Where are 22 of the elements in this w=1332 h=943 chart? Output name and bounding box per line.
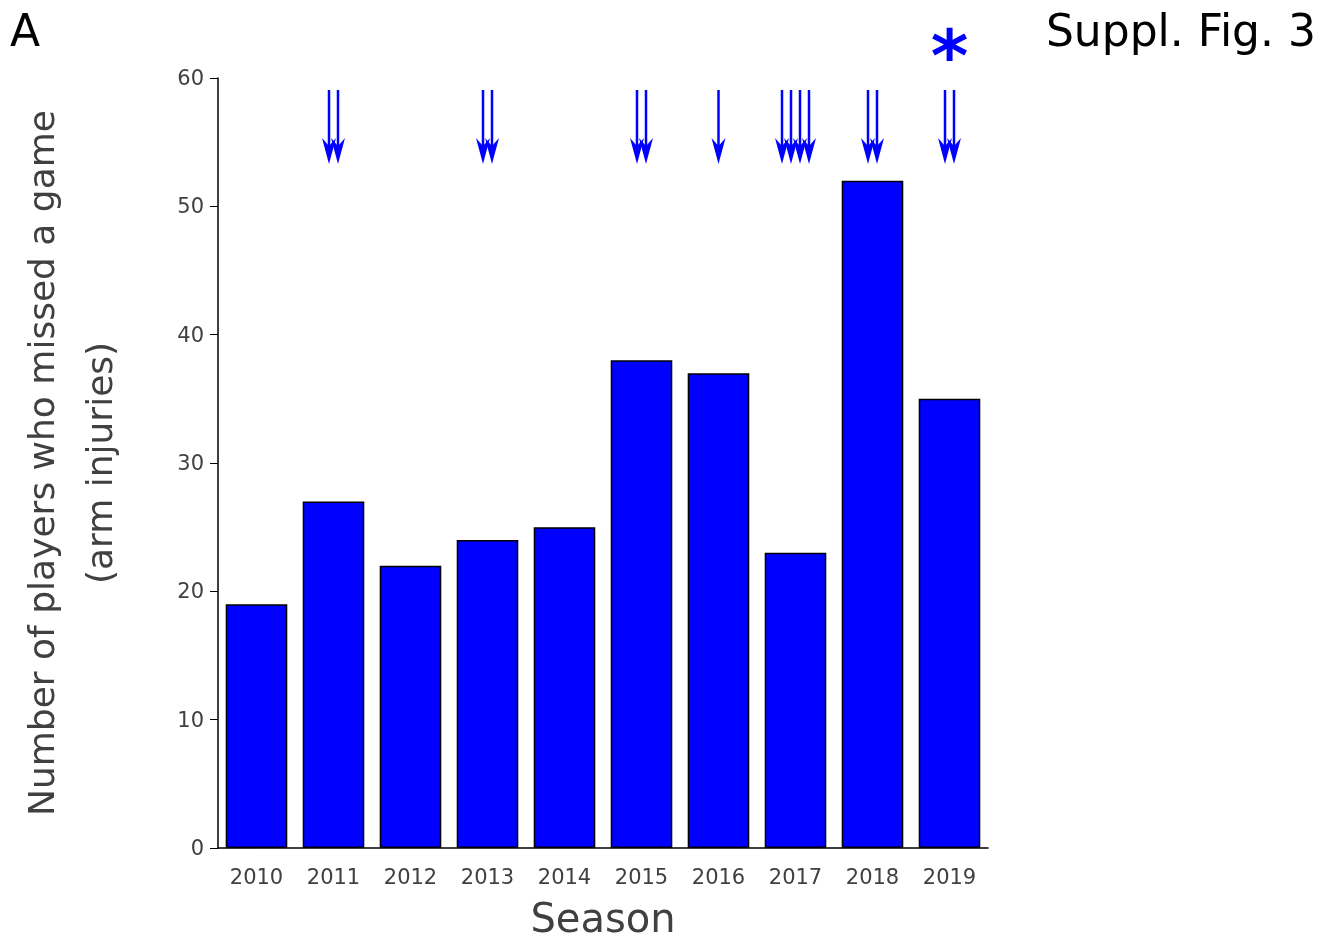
y-tick-label: 50 bbox=[177, 194, 204, 219]
y-tick-label: 10 bbox=[177, 707, 204, 732]
y-tick-label: 0 bbox=[190, 836, 204, 860]
text: Suppl. Fig. 3 bbox=[1045, 4, 1317, 56]
y-axis-title: Number of players who missed a game (arm injuries) bbox=[20, 110, 120, 816]
x-tick-label: 2011 bbox=[306, 864, 361, 889]
x-tick-label: 2010 bbox=[229, 864, 284, 889]
y-tick-label: 20 bbox=[177, 579, 204, 604]
y-tick-label: 30 bbox=[177, 451, 204, 475]
x-tick-label: 2018 bbox=[845, 864, 900, 889]
x-tick-label: 2019 bbox=[922, 864, 977, 889]
x-tick-label: 2017 bbox=[768, 864, 823, 889]
annotation: * bbox=[930, 14, 969, 98]
x-tick-label: 2013 bbox=[460, 864, 515, 889]
x-tick-label: 2014 bbox=[537, 864, 592, 889]
x-tick-label: 2015 bbox=[614, 864, 669, 889]
y-tick-label: 40 bbox=[177, 322, 204, 347]
text: A bbox=[10, 4, 41, 56]
y-tick-label: 60 bbox=[177, 66, 204, 90]
x-tick-label: 2012 bbox=[383, 864, 438, 889]
x-axis-title: Season bbox=[530, 895, 676, 941]
x-tick-label: 2016 bbox=[691, 864, 746, 889]
